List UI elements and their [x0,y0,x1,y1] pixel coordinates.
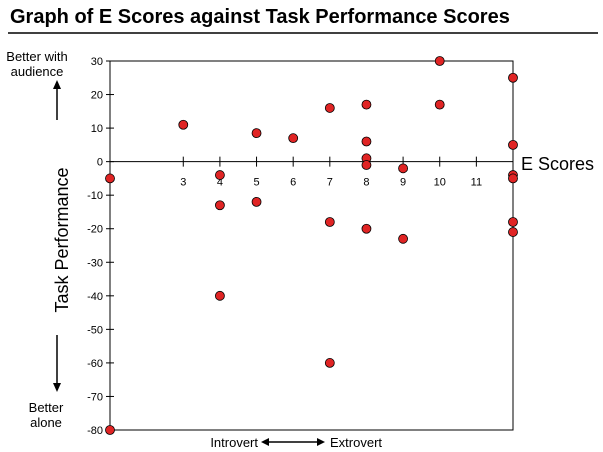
y-tick-label: -20 [87,224,103,236]
data-point [361,160,372,170]
data-point [361,223,372,234]
data-point [215,290,225,301]
x-axis-title: E Scores [521,154,594,174]
x-tick-label: 9 [400,177,406,189]
y-ticks: 30 20 10 0 -10 -20 -30 -40 -50 -60 -70 -80 [87,56,114,437]
data-point [215,200,225,211]
data-point [251,196,262,207]
y-tick-label: -70 [87,391,103,403]
right-arrow-head [317,438,325,446]
data-point [508,227,518,237]
better-alone-label-line2: alone [30,415,62,430]
y-axis-title: Task Performance [52,167,72,312]
data-point [324,358,335,368]
y-tick-label: 20 [91,90,103,102]
y-tick-label: 10 [91,123,103,135]
introvert-label: Introvert [210,435,258,450]
data-point [324,217,335,227]
y-tick-label: 30 [91,56,103,68]
x-tick-label: 5 [253,177,259,189]
better-with-label-line1: Better with [6,49,67,64]
x-tick-label: 11 [471,177,482,189]
plot-frame [109,60,514,431]
y-tick-label: -30 [87,257,103,269]
data-point [508,72,518,83]
down-arrow-head [53,383,61,392]
better-with-label-line2: audience [11,64,64,79]
x-tick-label: 7 [327,177,333,189]
data-point [434,99,445,110]
data-point [508,139,518,150]
x-tick-label: 6 [290,177,296,189]
data-point [105,173,115,184]
data-point [178,119,189,130]
y-tick-label: -10 [87,190,103,202]
x-tick-label: 4 [217,177,223,189]
x-tick-label: 8 [363,177,369,189]
data-point [215,170,225,180]
data-point [508,217,518,227]
better-alone-label-line1: Better [29,400,64,415]
data-point [508,173,518,184]
data-point [398,233,408,244]
left-arrow-head [261,438,269,446]
x-ticks: 3 4 5 6 7 8 9 10 11 [180,156,482,189]
data-point [105,425,115,435]
y-tick-label: 0 [97,157,103,169]
y-tick-label: -50 [87,324,103,336]
data-point [398,163,408,174]
data-point [361,136,372,147]
x-tick-label: 10 [434,177,446,189]
data-point [288,133,299,144]
y-tick-label: -80 [87,425,103,437]
data-point [361,99,372,110]
up-arrow-head [53,80,61,89]
chart-title: Graph of E Scores against Task Performan… [10,6,510,28]
data-point [251,128,262,139]
extrovert-label: Extrovert [330,435,382,450]
data-point [324,103,335,113]
y-tick-label: -40 [87,291,103,303]
data-points [105,56,518,435]
data-point [434,56,445,66]
y-tick-label: -60 [87,358,103,370]
x-tick-label: 3 [180,177,186,189]
